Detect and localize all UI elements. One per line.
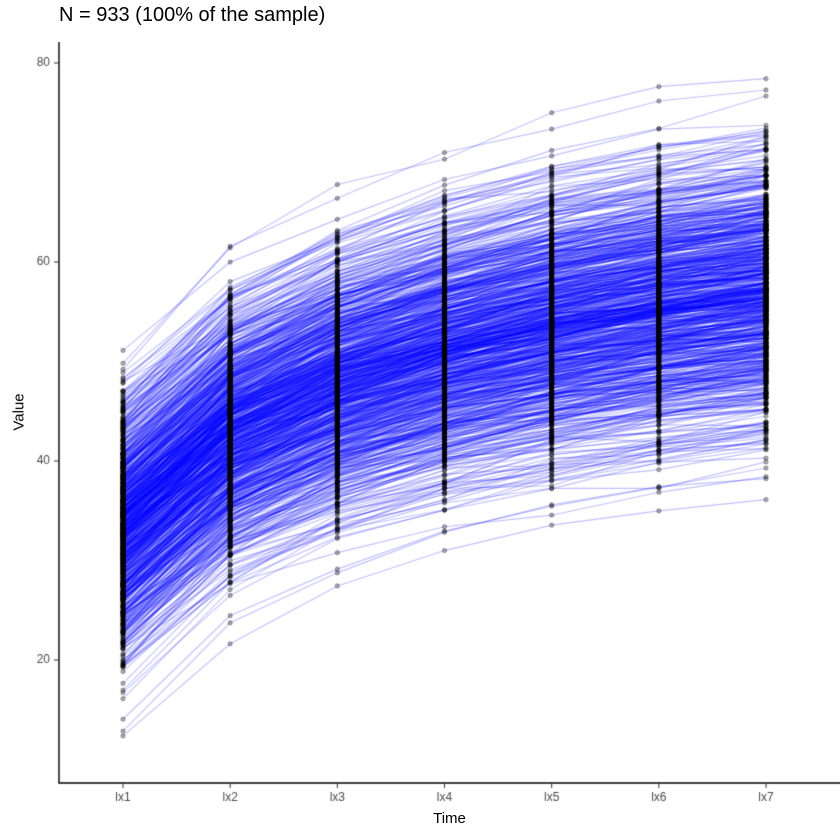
y-axis-title: Value [10, 393, 28, 431]
chart-title: N = 933 (100% of the sample) [59, 4, 326, 26]
x-axis-title: Time [433, 810, 466, 827]
